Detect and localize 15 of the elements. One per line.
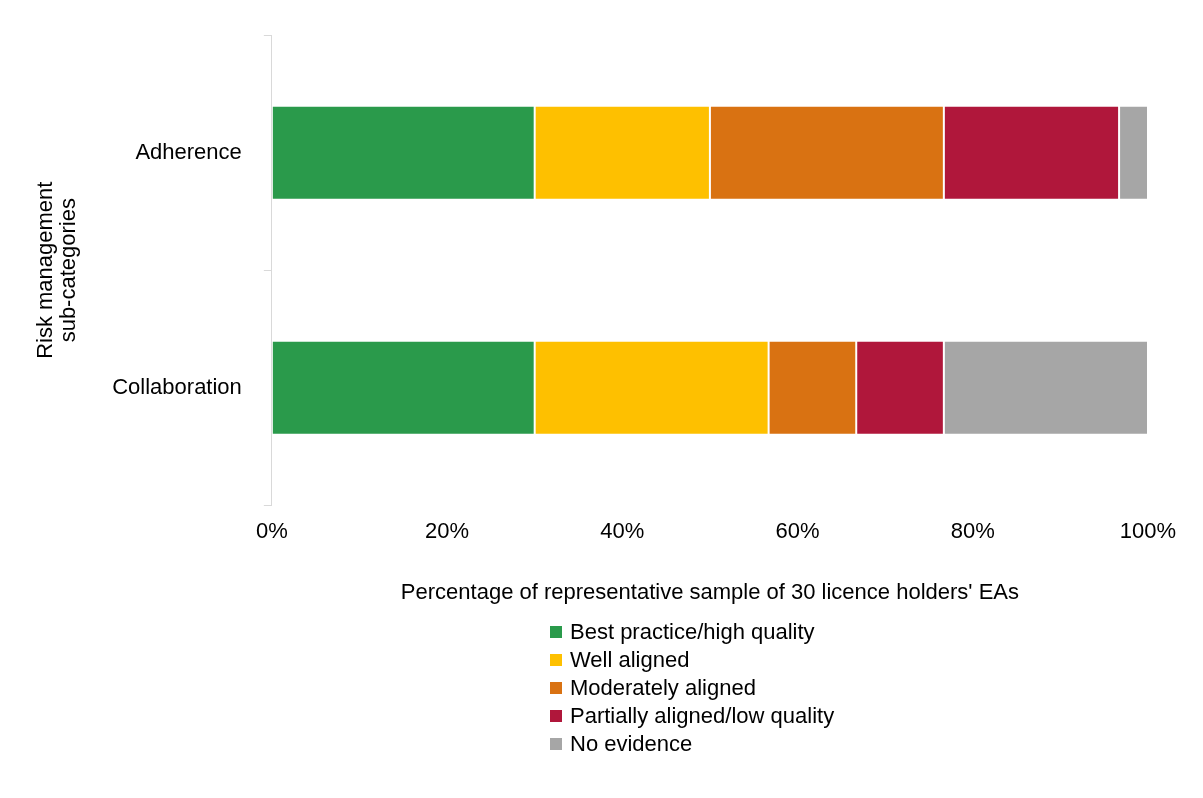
x-tick-label: 100% — [1119, 518, 1177, 544]
y-tick-label: Adherence — [135, 138, 242, 164]
y-tick-label: Collaboration — [112, 373, 242, 399]
legend-label: Partially aligned/low quality — [570, 703, 835, 729]
legend-label: No evidence — [570, 731, 693, 757]
legend-label: Best practice/high quality — [570, 619, 815, 645]
x-tick-label: 20% — [425, 518, 470, 544]
legend-label: Moderately aligned — [570, 675, 756, 701]
x-tick-label: 0% — [255, 518, 288, 544]
legend-label: Well aligned — [570, 647, 690, 673]
x-tick-label: 80% — [950, 518, 995, 544]
x-tick-label: 60% — [775, 518, 820, 544]
y-axis-title: Risk management sub-categories — [31, 181, 80, 359]
x-tick-label: 40% — [600, 518, 645, 544]
x-axis-title: Percentage of representative sample of 30 licence holders' EAs — [400, 578, 1019, 604]
